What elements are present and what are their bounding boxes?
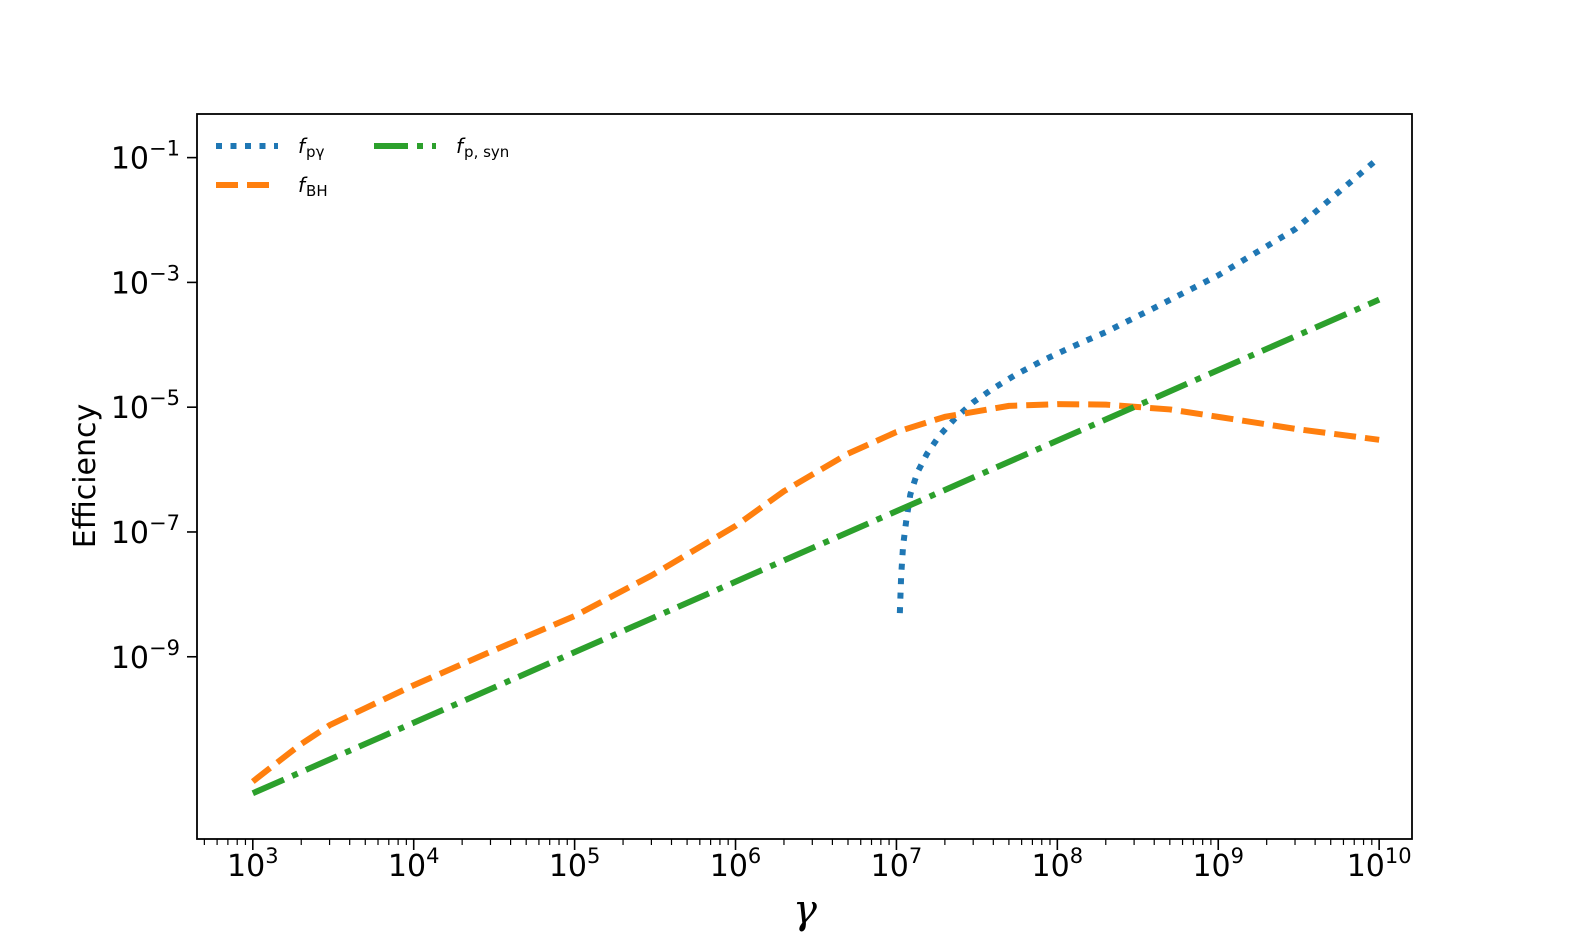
legend-label-f_psyn: fp, syn bbox=[456, 134, 509, 161]
y-tick-label: 10−3 bbox=[111, 261, 180, 301]
x-axis-ticks: 103 104 105 106 107 108 109 1010 bbox=[203, 839, 1412, 884]
legend: fpγ fBH fp, syn bbox=[216, 134, 509, 200]
y-axis-ticks: 10−1 10−3 10−5 10−7 10−9 bbox=[111, 137, 197, 676]
x-tick-label: 108 bbox=[1032, 844, 1084, 884]
series-line-f_BH bbox=[250, 401, 1380, 784]
y-tick-label: 10−9 bbox=[111, 636, 180, 676]
x-tick-label: 1010 bbox=[1347, 844, 1412, 884]
x-tick-label: 109 bbox=[1192, 844, 1244, 884]
x-tick-label: 105 bbox=[549, 844, 601, 884]
x-tick-label: 106 bbox=[710, 844, 762, 884]
x-axis-label: γ bbox=[793, 887, 817, 933]
legend-label-f_pgamma: fpγ bbox=[298, 134, 325, 161]
plot-area-frame bbox=[196, 113, 1413, 840]
x-tick-label: 104 bbox=[388, 844, 440, 884]
x-tick-label: 103 bbox=[227, 844, 279, 884]
series-layer bbox=[250, 155, 1382, 796]
y-tick-label: 10−1 bbox=[111, 137, 180, 177]
y-tick-label: 10−7 bbox=[111, 511, 180, 551]
x-tick-label: 107 bbox=[871, 844, 923, 884]
legend-label-f_BH: fBH bbox=[298, 173, 328, 200]
series-line-f_pgamma bbox=[896, 155, 1382, 614]
series-line-f_psyn bbox=[251, 296, 1381, 796]
y-tick-label: 10−5 bbox=[111, 386, 180, 426]
y-axis-label: Efficiency bbox=[68, 404, 103, 549]
